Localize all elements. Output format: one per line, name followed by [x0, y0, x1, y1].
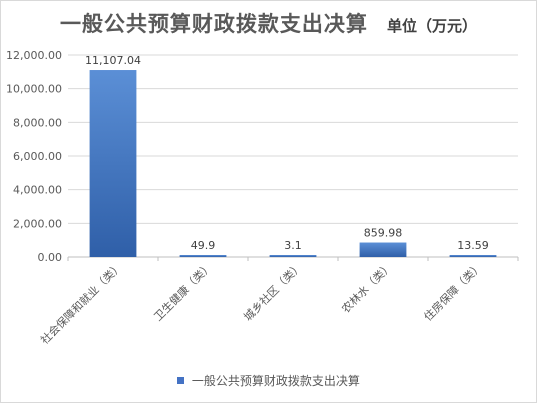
x-category-label: 农林水（类）	[339, 259, 396, 316]
y-tick-label: 12,000.00	[6, 49, 62, 62]
y-tick-label: 2,000.00	[13, 217, 62, 230]
data-labels: 11,107.04 49.9 3.1 859.98 13.59	[85, 54, 489, 252]
data-label: 859.98	[364, 227, 403, 240]
x-category-label: 卫生健康（类）	[151, 259, 215, 323]
legend-swatch	[177, 377, 185, 384]
chart-title: 一般公共预算财政拨款支出决算	[59, 12, 368, 36]
bar	[359, 242, 407, 257]
y-axis-ticks: 0.00 2,000.00 4,000.00 6,000.00 8,000.00 10,0…	[6, 49, 62, 264]
x-category-label: 住房保障（类）	[421, 259, 485, 323]
y-tick-label: 10,000.00	[6, 83, 62, 96]
bars	[89, 70, 497, 257]
y-tick-label: 8,000.00	[13, 116, 62, 129]
y-tick-label: 6,000.00	[13, 150, 62, 163]
bar	[449, 255, 497, 257]
legend: 一般公共预算财政拨款支出决算	[0, 372, 537, 389]
chart-title-row: 一般公共预算财政拨款支出决算 单位（万元）	[0, 8, 537, 38]
bar	[179, 255, 227, 257]
y-tick-label: 0.00	[38, 251, 63, 264]
bar	[89, 70, 137, 257]
chart-unit: 单位（万元）	[387, 17, 478, 35]
x-axis-categories: 社会保障和就业（类） 卫生健康（类） 城乡社区（类） 农林水（类） 住房保障（类）	[37, 257, 519, 347]
data-label: 13.59	[457, 239, 489, 252]
gridlines	[68, 54, 518, 258]
legend-label: 一般公共预算财政拨款支出决算	[191, 374, 360, 388]
y-tick-label: 4,000.00	[13, 184, 62, 197]
x-category-label: 社会保障和就业（类）	[37, 259, 125, 347]
x-category-label: 城乡社区（类）	[241, 259, 305, 323]
bar	[269, 255, 317, 257]
data-label: 3.1	[284, 239, 302, 252]
data-label: 11,107.04	[85, 54, 141, 67]
data-label: 49.9	[191, 239, 216, 252]
